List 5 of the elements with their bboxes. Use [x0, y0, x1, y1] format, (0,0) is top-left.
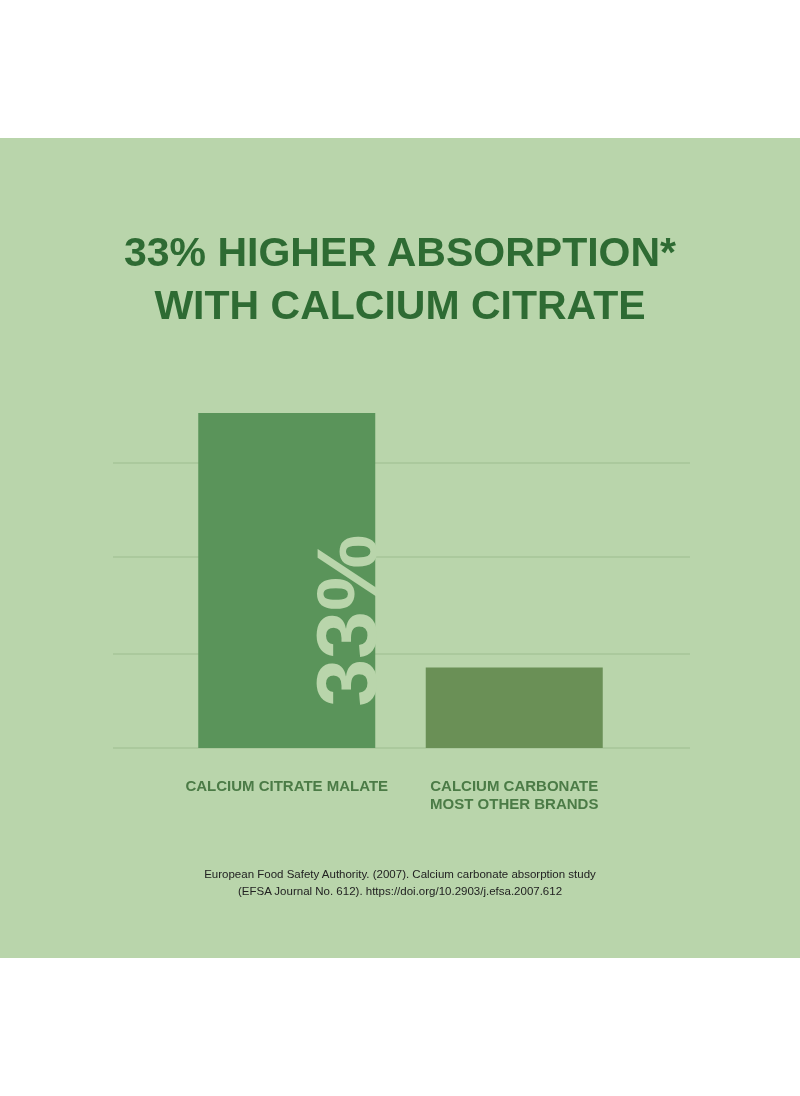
text: European Food Safety Authority. (2007). Calcium carbonate absorption study (EFSA Journal No. 612). https://doi.org/10.2903/j.efsa.2007.612 [203, 867, 597, 899]
annotation: 33% [298, 534, 395, 707]
x-tick-label: CALCIUM CARBONATE MOST OTHER BRANDS [430, 777, 599, 813]
chart-title: 33% HIGHER ABSORPTION* WITH CALCIUM CITRATE [122, 228, 678, 330]
x-tick-label: CALCIUM CITRATE MALATE [185, 777, 389, 795]
